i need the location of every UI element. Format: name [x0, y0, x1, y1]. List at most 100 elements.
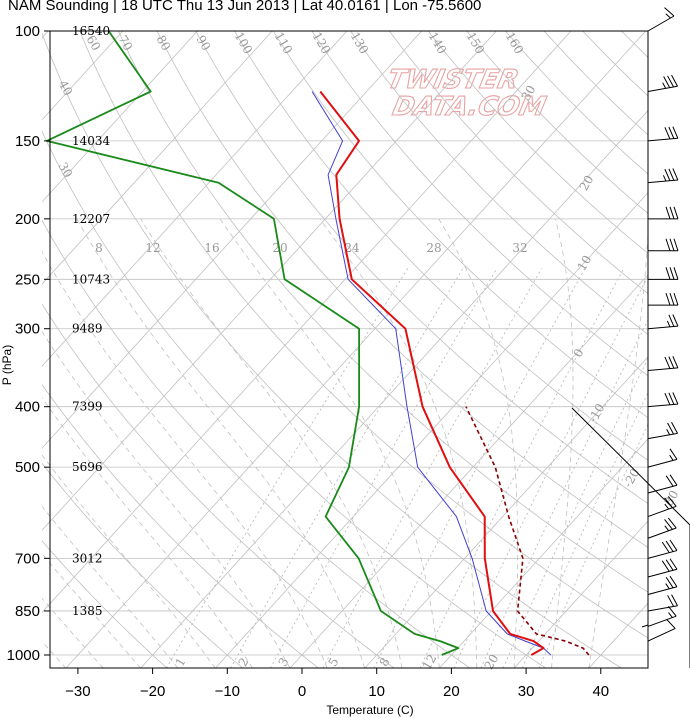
wind-barb-half-flag [662, 82, 667, 89]
dry-adiabat-line [42, 540, 168, 668]
wind-barb-flag [664, 356, 671, 369]
mixing-ratio-bottom-label: 20 [482, 652, 502, 672]
x-tick-label: 30 [518, 683, 535, 700]
mixing-ratio-label: 12 [145, 241, 160, 255]
wind-barb-flag [666, 618, 676, 629]
isotherm-line [42, 31, 348, 367]
y-tick-label: 300 [15, 321, 40, 338]
mixing-ratio-bottom-label: 2 [236, 655, 252, 669]
wind-barb [647, 7, 675, 32]
wind-barb-half-flag [665, 13, 671, 19]
wind-barb-flag [665, 292, 671, 306]
x-tick-label: 20 [443, 683, 460, 700]
dry-adiabat-line [234, 31, 648, 461]
dry-adiabat-line [621, 31, 648, 58]
wind-barb-flag [661, 541, 670, 553]
mixing-ratio-label: 32 [512, 241, 527, 255]
wind-barb-flag [672, 168, 679, 181]
dry-adiabat-label: 140 [426, 30, 450, 57]
height-label: 14034 [72, 134, 111, 148]
wind-barb [647, 356, 679, 371]
dry-adiabat-line [195, 31, 648, 505]
dry-adiabat-line [42, 384, 319, 668]
wind-barb-half-flag [668, 612, 673, 618]
wind-barb-flag [668, 392, 675, 405]
wind-barb-half-flag [665, 583, 670, 590]
wind-barb-half-flag [662, 175, 667, 182]
y-tick-label: 1000 [7, 647, 40, 664]
wind-barb-flag [672, 356, 679, 369]
wind-barb-flag [665, 475, 674, 487]
wind-barb-half-flag [666, 320, 671, 328]
wind-barb-flag [669, 575, 678, 588]
wind-barb [647, 168, 679, 184]
virtual-temperature-line [311, 91, 552, 656]
wind-barb-flag [665, 206, 671, 220]
wind-barb [647, 594, 678, 612]
wind-barb-flag [668, 168, 675, 181]
hodograph-label: 30 [662, 488, 682, 508]
mixing-ratio-bottom-label: 12 [420, 652, 440, 672]
mixing-ratio-line [269, 268, 498, 668]
wind-barb-flag [667, 605, 677, 617]
wind-barb-flag [673, 267, 679, 280]
dry-adiabat-label: 120 [310, 30, 334, 57]
wind-barb [647, 575, 678, 596]
wind-barb [647, 74, 678, 92]
background-lines [42, 31, 648, 668]
y-tick-label: 850 [15, 603, 40, 620]
wind-barb-staff [647, 458, 678, 468]
mixing-ratio-line [521, 391, 648, 668]
wind-barb-staff [647, 627, 676, 642]
wind-barb [647, 422, 678, 440]
isotherm-line [42, 31, 199, 203]
mixing-ratio-label: 28 [426, 241, 441, 255]
mixing-ratio-line [538, 423, 648, 668]
x-tick-label: 0 [298, 683, 306, 700]
wind-barb-flag [669, 267, 675, 280]
wind-barb [647, 126, 679, 142]
moist-adiabat-line [438, 218, 518, 668]
isotherm-line [42, 31, 497, 531]
wind-barb-flag [664, 519, 673, 530]
moist-adiabat-label: 30 [56, 160, 76, 180]
wind-barb [647, 474, 678, 494]
wind-barb-flag [665, 559, 674, 571]
wind-barb-staff [647, 432, 678, 440]
wind-barb-flag [672, 392, 679, 405]
wind-barb [648, 292, 679, 306]
wind-barb-flag [665, 238, 671, 251]
wind-barb-staff [647, 15, 675, 32]
wind-barb [648, 206, 679, 220]
mixing-ratio-label: 16 [204, 241, 219, 255]
mixing-ratio-label: 20 [272, 241, 287, 255]
moist-adiabat-line [42, 505, 179, 668]
dry-adiabat-label: 150 [464, 30, 488, 57]
height-label: 9489 [72, 322, 103, 336]
wind-barb-flag [667, 75, 675, 88]
x-axis-label: Temperature (C) [326, 703, 413, 717]
x-tick-label: 10 [368, 683, 385, 700]
isotherm-line [42, 31, 572, 613]
wind-barb [647, 605, 677, 627]
wind-barb-flag [661, 560, 670, 572]
y-tick-label: 700 [15, 550, 40, 567]
dry-adiabat-line [156, 31, 648, 548]
wind-barb [647, 618, 676, 642]
mixing-ratio-line [166, 268, 409, 668]
y-tick-label: 400 [15, 399, 40, 416]
dry-adiabat-line [118, 31, 648, 593]
height-label: 5696 [72, 460, 103, 474]
wind-barb [647, 392, 679, 408]
height-label: 10743 [72, 272, 110, 286]
wind-barb-staff [647, 568, 678, 578]
wind-barb-flag [671, 422, 678, 434]
wind-barb-flag [667, 595, 675, 607]
isotherm-line [289, 274, 648, 668]
hodograph-outline [571, 407, 690, 668]
wind-barb-flag [668, 314, 675, 327]
isotherm-line [439, 438, 648, 668]
x-tick-label: −10 [215, 683, 240, 700]
wind-barb-staff [647, 550, 678, 559]
